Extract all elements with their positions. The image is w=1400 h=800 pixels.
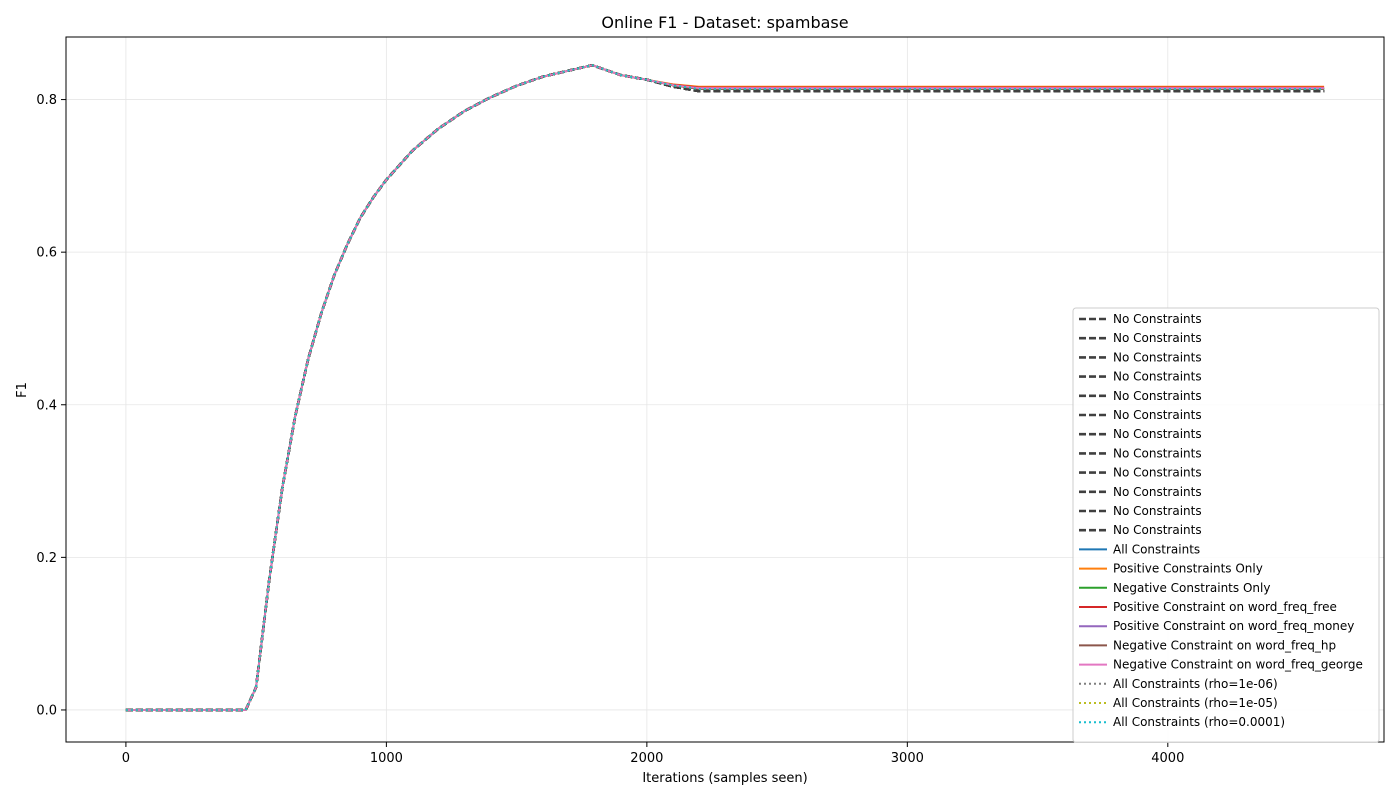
plot-frame xyxy=(65,36,1385,743)
legend-entry-label: Positive Constraint on word_freq_money xyxy=(1113,619,1354,633)
y-tick-label: 0.4 xyxy=(36,398,57,413)
x-tick-label: 2000 xyxy=(630,751,663,766)
series-line xyxy=(125,64,1325,711)
y-axis-label: F1 xyxy=(15,382,30,398)
legend-entry-label: All Constraints xyxy=(1113,542,1200,556)
legend-entry-label: No Constraints xyxy=(1113,485,1202,499)
legend-entry-label: No Constraints xyxy=(1113,331,1202,345)
legend-entry-label: No Constraints xyxy=(1113,312,1202,326)
axis-ticks: 0 1000 2000 3000 4000 0.0 0.2 0.4 0.6 0.8 xyxy=(36,93,1184,766)
legend-entry-label: No Constraints xyxy=(1113,389,1202,403)
legend-entry-label: No Constraints xyxy=(1113,350,1202,364)
x-axis-label: Iterations (samples seen) xyxy=(642,771,807,786)
y-tick-label: 0.0 xyxy=(36,703,57,718)
x-tick-label: 0 xyxy=(122,751,130,766)
legend-entry-label: All Constraints (rho=0.0001) xyxy=(1113,715,1285,729)
legend-entry-label: No Constraints xyxy=(1113,504,1202,518)
legend-entry-label: Negative Constraints Only xyxy=(1113,581,1270,595)
chart-title: Online F1 - Dataset: spambase xyxy=(601,13,848,32)
legend-entry-label: All Constraints (rho=1e-05) xyxy=(1113,696,1278,710)
x-tick-label: 3000 xyxy=(891,751,924,766)
legend-entry-label: No Constraints xyxy=(1113,446,1202,460)
y-tick-label: 0.2 xyxy=(36,551,57,566)
legend-entry-label: No Constraints xyxy=(1113,523,1202,537)
y-tick-label: 0.6 xyxy=(36,246,57,261)
legend-entry-label: Positive Constraints Only xyxy=(1113,562,1263,576)
legend-box xyxy=(1072,307,1380,743)
legend-entry-label: No Constraints xyxy=(1113,408,1202,422)
y-tick-label: 0.8 xyxy=(36,93,57,108)
legend-entry-label: No Constraints xyxy=(1113,466,1202,480)
legend-entry-label: Positive Constraint on word_freq_free xyxy=(1113,600,1337,614)
x-tick-label: 1000 xyxy=(370,751,403,766)
legend-entry-label: Negative Constraint on word_freq_george xyxy=(1113,658,1363,672)
legend-entry-label: All Constraints (rho=1e-06) xyxy=(1113,677,1278,691)
series-lines xyxy=(125,63,1325,712)
legend-entry-label: No Constraints xyxy=(1113,427,1202,441)
legend: No Constraints No Constraints No Constrain… xyxy=(1072,307,1380,743)
legend-entry-label: Negative Constraint on word_freq_hp xyxy=(1113,638,1336,652)
legend-entry-label: No Constraints xyxy=(1113,370,1202,384)
x-tick-label: 4000 xyxy=(1151,751,1184,766)
